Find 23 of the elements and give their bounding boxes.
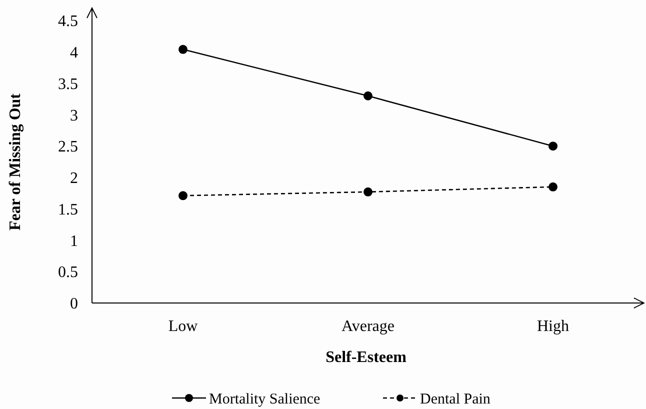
point <box>178 44 188 54</box>
x-axis-title: Self-Esteem <box>326 349 408 366</box>
legend-label: Mortality Salience <box>209 391 321 408</box>
point <box>548 182 558 192</box>
y-tick-label: 0.5 <box>58 264 78 282</box>
y-axis-title: Fear of Missing Out <box>7 92 24 231</box>
point <box>364 187 372 196</box>
x-tick-label: Low <box>168 318 198 335</box>
y-tick-label: 4 <box>70 44 78 62</box>
text: 0 <box>70 296 78 313</box>
point <box>548 142 558 151</box>
point <box>364 91 372 100</box>
x-tick-label: High <box>537 318 569 335</box>
y-tick-label: 3.5 <box>58 76 78 93</box>
y-tick-label: 2 <box>70 170 78 188</box>
y-tick-label: 3 <box>70 107 78 124</box>
point <box>178 191 188 200</box>
y-tick-label: 1 <box>70 232 78 250</box>
x-tick-label: Average <box>342 318 394 335</box>
y-tick-label: 4.5 <box>58 13 78 30</box>
legend-label: Dental Pain <box>420 391 491 408</box>
y-tick-label: 2.5 <box>58 138 78 156</box>
y-tick-label: 1.5 <box>58 201 78 218</box>
